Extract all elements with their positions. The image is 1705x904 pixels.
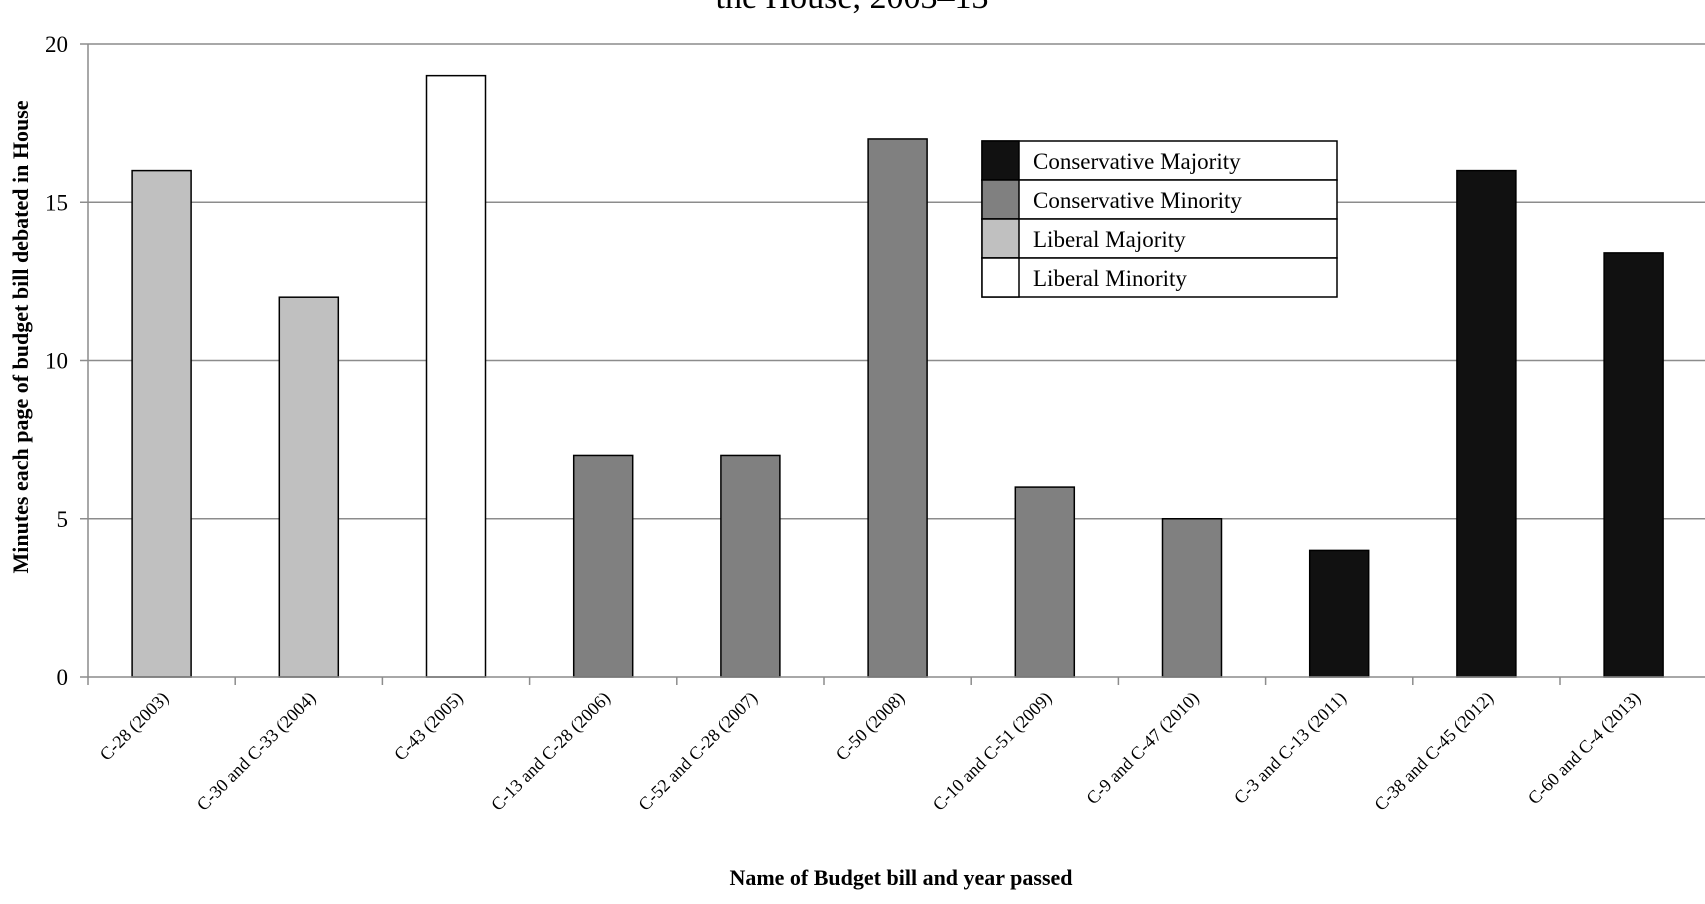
- x-tick-label: C-50 (2008): [832, 688, 909, 765]
- legend-swatch: [981, 179, 1020, 220]
- legend-label: Conservative Minority: [1033, 188, 1242, 213]
- x-tick-label: C-9 and C-47 (2010): [1082, 688, 1203, 809]
- legend-label: Liberal Minority: [1033, 266, 1187, 291]
- bar: [572, 454, 634, 678]
- x-tick-label: C-3 and C-13 (2011): [1230, 688, 1351, 809]
- x-tick-label: C-13 and C-28 (2006): [487, 688, 615, 816]
- bar: [1161, 518, 1223, 678]
- x-tick-label: C-52 and C-28 (2007): [634, 688, 762, 816]
- x-tick-label: C-30 and C-33 (2004): [193, 688, 321, 816]
- legend-row: [981, 257, 1338, 298]
- bars: [131, 74, 1664, 678]
- y-axis-title: Minutes each page of budget bill debated…: [8, 100, 33, 573]
- chart-title: the House, 2003–13: [716, 0, 989, 16]
- y-axis-ticks: 0 5 10 15 20: [45, 32, 88, 690]
- x-tick-label: C-10 and C-51 (2009): [929, 688, 1057, 816]
- y-tick-label: 10: [45, 349, 68, 374]
- bar: [720, 454, 781, 678]
- x-tick-label: C-60 and C-4 (2013): [1524, 688, 1645, 809]
- x-axis-title: Name of Budget bill and year passed: [729, 865, 1072, 890]
- legend-label: Conservative Majority: [1033, 149, 1241, 174]
- legend-row: [981, 218, 1338, 259]
- axes: [87, 44, 1705, 678]
- bar: [867, 138, 928, 678]
- bar: [1014, 486, 1076, 678]
- y-tick-label: 15: [45, 190, 68, 215]
- y-tick-label: 5: [57, 507, 69, 532]
- y-tick-label: 0: [57, 665, 69, 690]
- legend-swatch: [981, 218, 1020, 259]
- x-tick-label: C-38 and C-45 (2012): [1370, 688, 1498, 816]
- y-tick-label: 20: [45, 32, 68, 57]
- legend: Conservative Majority Conservative Minori…: [981, 140, 1338, 298]
- bar: [1603, 252, 1664, 678]
- legend-swatch: [981, 257, 1020, 298]
- bar: [278, 296, 340, 678]
- bar: [131, 169, 192, 678]
- x-axis-ticks: C-28 (2003) C-30 and C-33 (2004) C-43 (200…: [87, 677, 1645, 816]
- bar: [1456, 169, 1517, 678]
- bar: [425, 74, 487, 678]
- legend-swatch: [981, 140, 1020, 181]
- legend-label: Liberal Majority: [1033, 227, 1186, 252]
- bar: [1308, 549, 1370, 678]
- x-tick-label: C-43 (2005): [390, 688, 467, 765]
- x-tick-label: C-28 (2003): [96, 688, 173, 765]
